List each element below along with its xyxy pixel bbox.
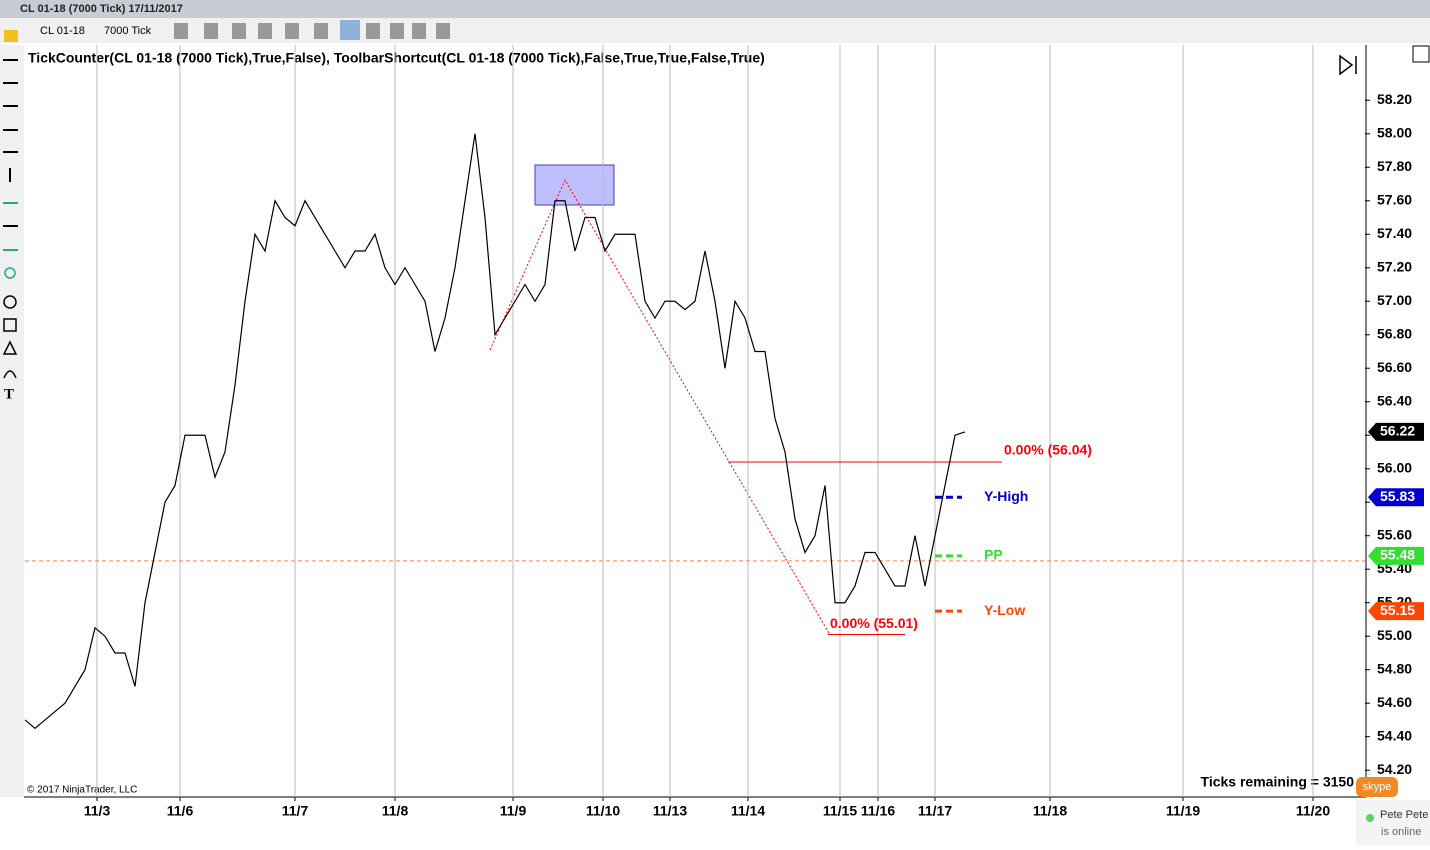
tool-icon[interactable] [4, 267, 16, 279]
y-tick-label: 57.60 [1377, 191, 1412, 207]
tool-icon[interactable] [174, 23, 188, 39]
tool-icon[interactable] [436, 23, 450, 39]
online-dot [1366, 814, 1374, 822]
shape-tools [2, 267, 18, 379]
rectangle-drawing [534, 164, 615, 206]
scroll-end-button[interactable] [1339, 54, 1357, 76]
price-marker [1368, 422, 1424, 441]
x-tick-label: 11/18 [1033, 803, 1067, 819]
tool-icon[interactable] [4, 30, 18, 42]
x-tick-label: 11/8 [382, 803, 409, 819]
level-label: PP [984, 547, 1003, 563]
axis-button[interactable] [1412, 45, 1430, 63]
x-tick-label: 11/20 [1296, 803, 1330, 819]
y-tick-label: 56.60 [1377, 359, 1412, 375]
y-tick-label: 57.40 [1377, 225, 1412, 241]
y-tick-label: 58.20 [1377, 91, 1412, 107]
interval-select[interactable]: 7000 Tick [104, 25, 152, 37]
left-tools [3, 59, 18, 251]
level-label: Y-Low [984, 602, 1025, 618]
y-tick-label: 57.80 [1377, 158, 1412, 174]
indicator-label: TickCounter(CL 01-18 (7000 Tick),True,Fa… [28, 50, 765, 66]
toolbar-icons [174, 20, 450, 40]
ticks-remaining: Ticks remaining = 3150 [1201, 774, 1355, 790]
x-tick-label: 11/16 [861, 803, 895, 819]
x-tick-label: 11/6 [167, 803, 194, 819]
price-marker-label: 56.22 [1380, 423, 1415, 439]
tool-icon[interactable] [3, 370, 17, 379]
skype-popup[interactable] [1356, 800, 1430, 845]
x-tick-label: 11/19 [1166, 803, 1200, 819]
price-marker [1368, 546, 1424, 565]
x-tick-label: 11/10 [586, 803, 620, 819]
y-tick-label: 57.20 [1377, 258, 1412, 274]
y-tick-label: 55.00 [1377, 627, 1412, 643]
x-tick-label: 11/15 [823, 803, 857, 819]
tool-icon[interactable] [340, 20, 360, 40]
y-tick-label: 54.60 [1377, 694, 1412, 710]
tool-icon[interactable] [258, 23, 272, 39]
skype-status: is online [1381, 826, 1421, 838]
tool-icon[interactable] [2, 340, 18, 355]
price-marker [1368, 488, 1424, 507]
y-tick-label: 56.00 [1377, 459, 1412, 475]
tool-icon[interactable] [366, 23, 380, 39]
tool-icon[interactable] [390, 23, 404, 39]
tool-icon[interactable] [314, 23, 328, 39]
fib-label: 0.00% (55.01) [830, 615, 918, 631]
plot [96, 45, 1314, 797]
y-tick-label: 56.80 [1377, 325, 1412, 341]
x-tick-label: 11/13 [653, 803, 687, 819]
level-label: Y-High [984, 488, 1028, 504]
tool-icon[interactable] [412, 23, 426, 39]
skype-badge[interactable] [1356, 777, 1398, 797]
price-marker [1368, 602, 1424, 621]
skype-contact: Pete Pete [1380, 809, 1428, 821]
price-marker-label: 55.83 [1380, 488, 1415, 504]
price-axis [1366, 45, 1430, 797]
text-tool[interactable]: T [4, 386, 14, 402]
instrument-select[interactable]: CL 01-18 [40, 25, 85, 37]
y-tick-label: 58.00 [1377, 124, 1412, 140]
drawing-toolbar [0, 45, 24, 797]
y-tick-label: 56.40 [1377, 392, 1412, 408]
x-tick-label: 11/7 [282, 803, 309, 819]
x-tick-label: 11/14 [731, 803, 765, 819]
tool-icon[interactable] [3, 318, 17, 332]
tool-icon[interactable] [232, 23, 246, 39]
tool-icon[interactable] [285, 23, 299, 39]
y-tick-label: 54.80 [1377, 660, 1412, 676]
x-tick-label: 11/17 [918, 803, 952, 819]
price-marker-label: 55.48 [1380, 547, 1415, 563]
fib-label: 0.00% (56.04) [1004, 442, 1092, 458]
y-tick-label: 54.20 [1377, 761, 1412, 777]
y-tick-label: 55.60 [1377, 526, 1412, 542]
tool-icon[interactable] [204, 23, 218, 39]
y-tick-label: 57.00 [1377, 292, 1412, 308]
price-line [24, 133, 966, 730]
x-tick-label: 11/9 [500, 803, 527, 819]
fib-trend-lines [489, 178, 831, 636]
y-tick-label: 54.40 [1377, 727, 1412, 743]
window-title: CL 01-18 (7000 Tick) 17/11/2017 [20, 3, 183, 15]
copyright: © 2017 NinjaTrader, LLC [27, 785, 137, 796]
x-tick-label: 11/3 [84, 803, 111, 819]
tool-icon[interactable] [3, 295, 17, 309]
title-bar [0, 0, 1430, 18]
skype-brand: skype [1363, 781, 1392, 793]
price-marker-label: 55.15 [1380, 602, 1415, 618]
